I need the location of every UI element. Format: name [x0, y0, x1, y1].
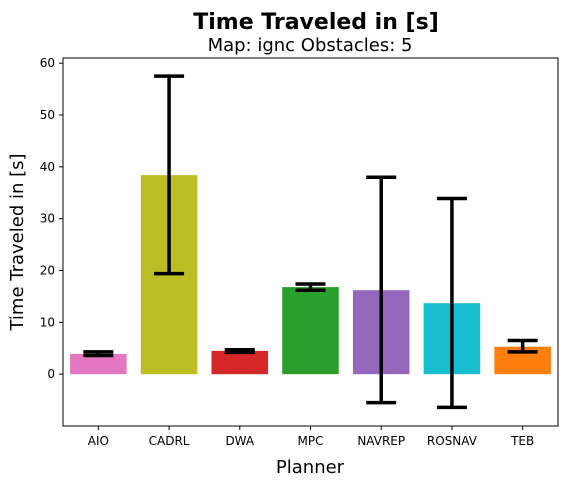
x-tick-label: MPC — [298, 434, 324, 448]
x-axis-label: Planner — [276, 457, 345, 478]
bar-dwa — [211, 350, 269, 375]
x-tick-label: CADRL — [149, 434, 190, 448]
x-tick-label: TEB — [510, 434, 534, 448]
y-tick-label: 40 — [40, 160, 55, 174]
y-tick-label: 60 — [40, 56, 55, 70]
x-axis-ticks: AIO CADRL DWA MPC NAVREP ROSNAV TEB — [88, 426, 534, 448]
y-tick-label: 10 — [40, 315, 55, 329]
bar-mpc — [282, 287, 339, 375]
y-tick-label: 50 — [40, 108, 55, 122]
y-tick-label: 0 — [47, 367, 55, 381]
x-tick-label: DWA — [225, 434, 254, 448]
chart-title: Time Traveled in [s] — [193, 10, 439, 35]
y-tick-label: 20 — [40, 264, 55, 278]
chart-subtitle: Map: ignc Obstacles: 5 — [208, 35, 413, 56]
y-axis-label: Time Traveled in [s] — [7, 153, 28, 331]
bar-aio — [70, 353, 127, 375]
x-tick-label: ROSNAV — [427, 434, 478, 448]
x-tick-label: NAVREP — [357, 434, 405, 448]
bars-group — [70, 175, 551, 375]
x-tick-label: AIO — [88, 434, 109, 448]
y-axis-ticks: 0 10 20 30 40 50 60 — [40, 56, 63, 381]
error-bars-group — [83, 74, 538, 410]
y-tick-label: 30 — [40, 212, 55, 226]
